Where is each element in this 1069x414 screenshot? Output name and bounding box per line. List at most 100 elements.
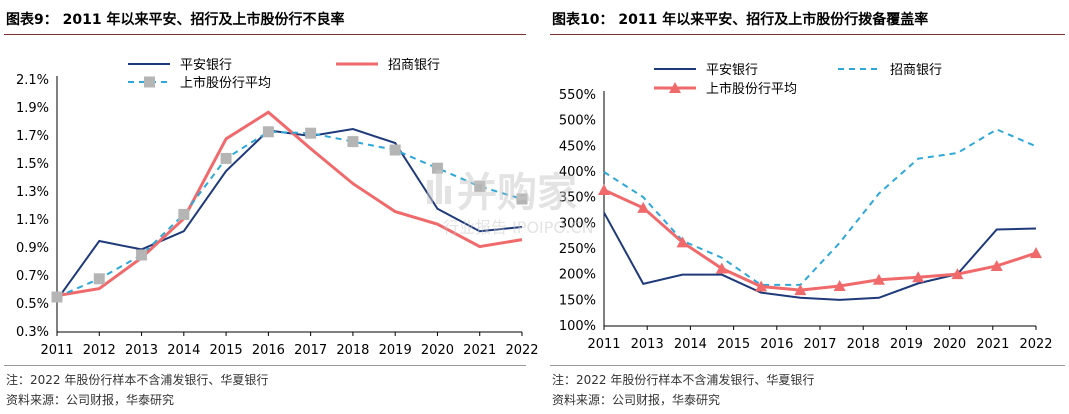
- x-tick-label: 2021: [463, 343, 496, 358]
- y-tick-label: 250%: [559, 242, 596, 257]
- data-point: [262, 126, 274, 138]
- x-tick-label: 2017: [803, 337, 836, 352]
- y-tick-label: 100%: [559, 319, 596, 334]
- series-2: [603, 128, 1037, 286]
- chart-source: 资料来源：公司财报，华泰研究: [6, 393, 175, 407]
- x-tick-label: 2020: [933, 337, 966, 352]
- legend-label: 招商银行: [890, 63, 942, 78]
- footer-rule: [550, 365, 1065, 366]
- series-line: [56, 110, 523, 298]
- data-point: [178, 208, 190, 220]
- x-tick-label: 2016: [760, 337, 793, 352]
- y-tick-label: 150%: [559, 293, 596, 308]
- y-tick-label: 1.7%: [16, 129, 49, 144]
- series-3: [598, 183, 1042, 296]
- legend-marker: [144, 76, 155, 88]
- data-point: [872, 273, 885, 285]
- data-point: [389, 144, 401, 156]
- data-point: [516, 193, 528, 205]
- y-tick-label: 1.3%: [16, 185, 49, 200]
- legend-item: 平安银行: [128, 58, 232, 73]
- legend-item: 上市股份行平均: [654, 81, 797, 97]
- data-point: [637, 201, 650, 213]
- y-tick-label: 550%: [559, 88, 596, 103]
- series-1: [56, 127, 523, 301]
- x-tick-label: 2022: [1019, 337, 1052, 352]
- legend-item: 平安银行: [654, 63, 758, 78]
- data-point: [474, 180, 486, 192]
- npl-ratio-chart: 0.3% 0.5% 0.7% 0.9% 1.1% 1.3% 1.5% 1.7% 1.9% 2.1%…: [16, 58, 539, 358]
- x-tick-label: 2015: [717, 337, 750, 352]
- legend-item: 招商银行: [336, 58, 440, 73]
- x-tick-label: 2015: [210, 343, 243, 358]
- y-axis: 0.3% 0.5% 0.7% 0.9% 1.1% 1.3% 1.5% 1.7% 1.9% 2.1%: [16, 73, 49, 340]
- data-point: [51, 291, 63, 303]
- legend-item: 上市股份行平均: [128, 75, 271, 91]
- data-point: [1030, 247, 1042, 259]
- x-tick-label: 2022: [505, 343, 538, 358]
- series-line: [56, 127, 523, 301]
- panel-provision-coverage: 图表10： 2011 年以来平安、招行及上市股份行拨备覆盖率 100% 150% 2…: [546, 0, 1069, 414]
- legend-label: 上市股份行平均: [706, 81, 797, 97]
- x-tick-label: 2021: [976, 337, 1009, 352]
- y-tick-label: 0.5%: [16, 297, 49, 312]
- data-point: [912, 271, 925, 283]
- data-point: [220, 152, 232, 164]
- series-line: [603, 128, 1037, 286]
- provision-coverage-chart: 100% 150% 200% 250% 300% 350% 400% 450% 500% 550%…: [559, 63, 1053, 352]
- data-point: [755, 280, 768, 292]
- legend-label: 平安银行: [706, 63, 758, 78]
- chart-title: 图表9： 2011 年以来平安、招行及上市股份行不良率: [6, 12, 345, 28]
- x-tick-label: 2014: [674, 337, 707, 352]
- chart-title: 图表10： 2011 年以来平安、招行及上市股份行拨备覆盖率: [552, 12, 929, 28]
- chart-note: 注：2022 年股份行样本不含浦发银行、华夏银行: [6, 373, 269, 387]
- data-point: [715, 262, 728, 274]
- legend-label: 上市股份行平均: [180, 75, 271, 91]
- data-point: [676, 236, 689, 248]
- x-tick-label: 2011: [40, 343, 73, 358]
- chart-note: 注：2022 年股份行样本不含浦发银行、华夏银行: [552, 373, 815, 387]
- series-line: [56, 130, 523, 298]
- chart-source: 资料来源：公司财报，华泰研究: [552, 393, 721, 407]
- x-axis: 2011 2013 2014 2015 2016 2017 2018 2019 2020 2021…: [587, 326, 1053, 352]
- legend-item: 招商银行: [838, 63, 942, 78]
- y-tick-label: 1.5%: [16, 157, 49, 172]
- title-rule: [550, 34, 1065, 35]
- data-point: [598, 183, 610, 195]
- x-tick-label: 2014: [167, 343, 200, 358]
- y-tick-label: 1.1%: [16, 213, 49, 228]
- y-axis: 100% 150% 200% 250% 300% 350% 400% 450% 500% 550%: [559, 88, 596, 334]
- series-line: [603, 212, 1037, 301]
- data-point: [93, 273, 105, 285]
- x-tick-label: 2018: [847, 337, 880, 352]
- y-tick-label: 1.9%: [16, 101, 49, 116]
- data-point: [990, 259, 1003, 271]
- title-rule: [4, 34, 526, 35]
- x-tick-label: 2020: [421, 343, 454, 358]
- x-tick-label: 2017: [294, 343, 327, 358]
- data-point: [794, 284, 807, 296]
- x-tick-label: 2011: [587, 337, 620, 352]
- y-tick-label: 2.1%: [16, 73, 49, 88]
- y-tick-label: 200%: [559, 268, 596, 283]
- y-tick-label: 300%: [559, 216, 596, 231]
- legend-label: 平安银行: [180, 58, 232, 73]
- data-point: [431, 162, 443, 174]
- y-tick-label: 450%: [559, 139, 596, 154]
- y-tick-label: 0.3%: [16, 325, 49, 340]
- footer-rule: [4, 365, 526, 366]
- x-axis: 2011 2012 2013 2014 2015 2016 2017 2018 2019 2020…: [40, 332, 539, 358]
- data-point: [347, 136, 359, 148]
- data-point: [833, 279, 846, 291]
- series-line: [603, 188, 1037, 292]
- series-3: [51, 126, 528, 303]
- y-tick-label: 350%: [559, 191, 596, 206]
- legend-marker: [669, 82, 681, 93]
- series-2: [56, 110, 523, 298]
- series-1: [603, 212, 1037, 301]
- x-tick-label: 2013: [125, 343, 158, 358]
- y-tick-label: 400%: [559, 165, 596, 180]
- x-tick-label: 2012: [83, 343, 116, 358]
- y-tick-label: 0.9%: [16, 241, 49, 256]
- data-point: [136, 249, 148, 261]
